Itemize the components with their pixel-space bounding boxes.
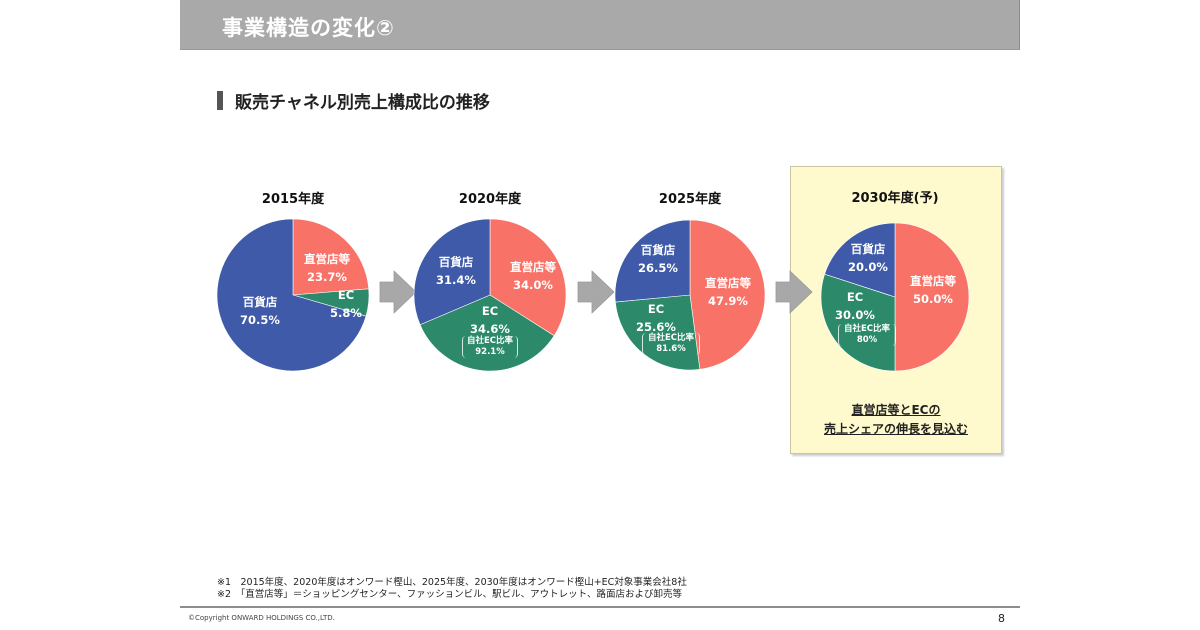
pie-2025-ec-label: EC 25.6%	[628, 300, 684, 336]
slice-value: 5.8%	[330, 306, 362, 320]
slice-label: 百貨店	[850, 242, 886, 256]
copyright: ©Copyright ONWARD HOLDINGS CO.,LTD.	[188, 614, 335, 622]
own-ec-ratio-value: 92.1%	[475, 347, 505, 357]
right-arrow-icon	[775, 270, 813, 314]
slice-label: 直営店等	[705, 276, 751, 290]
year-label-2030: 2030年度(予)	[851, 191, 939, 206]
own-ec-ratio-label: 自社EC比率	[843, 324, 891, 334]
pie-2015-direct-label: 直営店等 23.7%	[297, 250, 357, 286]
conclusion-line-1: 直営店等とECの	[851, 403, 941, 417]
slice-value: 50.0%	[913, 292, 953, 306]
slice-label: 百貨店	[438, 255, 474, 269]
pie-2030-slice-ec	[820, 273, 896, 372]
pie-2025-department-label: 百貨店 26.5%	[632, 241, 684, 277]
own-ec-ratio-value: 81.6%	[656, 344, 686, 354]
pie-2025-slice-department	[614, 219, 691, 303]
footer-divider	[180, 606, 1020, 608]
conclusion-line-2: 売上シェアの伸長を見込む	[823, 422, 968, 436]
pie-2020-department-label: 百貨店 31.4%	[430, 253, 482, 289]
right-arrow-icon	[379, 270, 417, 314]
pie-2030-slice-department	[824, 222, 896, 298]
slice-value: 31.4%	[436, 273, 476, 287]
pie-2020-slice-ec	[419, 294, 555, 372]
right-arrow-icon	[577, 270, 615, 314]
own-ec-ratio-label: 自社EC比率	[647, 333, 695, 343]
pie-2020-own-ec-ratio: 自社EC比率 92.1%	[462, 336, 518, 358]
slice-label: EC	[337, 288, 355, 302]
pie-2015-ec-label: EC 5.8%	[326, 286, 366, 322]
pie-2020-slice-department	[413, 218, 491, 326]
slice-value: 26.5%	[638, 261, 678, 275]
slice-label: 百貨店	[242, 295, 278, 309]
slice-value: 25.6%	[636, 320, 676, 334]
pie-2025-own-ec-ratio: 自社EC比率 81.6%	[642, 333, 700, 355]
section-heading: 販売チャネル別売上構成比の推移	[217, 90, 490, 113]
pie-2025-direct-label: 直営店等 47.9%	[697, 274, 759, 310]
year-label-2025: 2025年度	[658, 192, 722, 207]
pie-2030-slice-direct	[894, 222, 970, 372]
pie-2020-ec-label: EC 34.6%	[462, 302, 518, 338]
page-number: 8	[998, 612, 1005, 625]
slice-label: EC	[481, 304, 499, 318]
slice-value: 34.6%	[470, 322, 510, 336]
own-ec-ratio-label: 自社EC比率	[466, 336, 514, 346]
pie-2030-direct-label: 直営店等 50.0%	[902, 272, 964, 308]
own-ec-ratio-value: 80%	[856, 335, 878, 345]
header-bar: 事業構造の変化②	[180, 0, 1020, 50]
section-title: 販売チャネル別売上構成比の推移	[235, 92, 490, 113]
slice-label: 直営店等	[910, 274, 956, 288]
pie-2015-slice-department	[216, 218, 367, 372]
slice-label: 直営店等	[304, 252, 350, 266]
footnote-1: ※1 2015年度、2020年度はオンワード樫山、2025年度、2030年度はオ…	[217, 577, 687, 588]
section-bullet	[217, 90, 223, 110]
year-label-2015: 2015年度	[261, 192, 325, 207]
slice-label: 直営店等	[510, 260, 556, 274]
slice-label: 百貨店	[640, 243, 676, 257]
pie-2030-department-label: 百貨店 20.0%	[842, 240, 894, 276]
year-label-2020: 2020年度	[458, 192, 522, 207]
slice-value: 23.7%	[307, 270, 347, 284]
footnote-2: ※2 「直営店等」＝ショッピングセンター、ファッションビル、駅ビル、アウトレット…	[217, 589, 682, 600]
pie-2020-slice-direct	[489, 218, 567, 337]
slice-value: 70.5%	[240, 313, 280, 327]
pie-2030-own-ec-ratio: 自社EC比率 80%	[838, 324, 896, 346]
pie-2020-direct-label: 直営店等 34.0%	[502, 258, 564, 294]
pie-2025-slice-direct	[689, 219, 766, 370]
conclusion-text: 直営店等とECの 売上シェアの伸長を見込む	[790, 401, 1002, 439]
slice-value: 34.0%	[513, 278, 553, 292]
slice-label: EC	[647, 302, 665, 316]
pie-2015-slice-direct	[292, 218, 370, 296]
slice-label: EC	[846, 290, 864, 304]
slice-value: 47.9%	[708, 294, 748, 308]
page-title: 事業構造の変化②	[222, 16, 395, 40]
pie-2015-department-label: 百貨店 70.5%	[230, 293, 290, 329]
pie-2030-ec-label: EC 30.0%	[830, 288, 880, 324]
slice-value: 20.0%	[848, 260, 888, 274]
slice-value: 30.0%	[835, 308, 875, 322]
footnotes: ※1 2015年度、2020年度はオンワード樫山、2025年度、2030年度はオ…	[217, 577, 687, 601]
